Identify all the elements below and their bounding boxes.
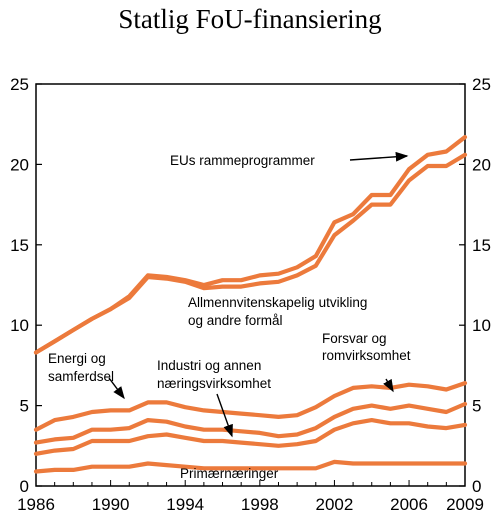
y-tick-label-left: 15: [10, 236, 29, 255]
y-tick-label-right: 20: [472, 155, 491, 174]
y-tick-label-left: 25: [10, 75, 29, 94]
axes: 0 0 5 5 10 10 15 15 20 20 25 25 1986 1990 1994 1998 2002…: [10, 75, 491, 514]
annotation-arrow: [108, 377, 125, 400]
y-tick-label-right: 15: [472, 236, 491, 255]
y-tick-label-right: 0: [472, 477, 481, 496]
plot-frame: [35, 83, 466, 487]
series-line-2: [33, 401, 468, 445]
y-tick-label-right: 10: [472, 316, 491, 335]
annotation-label: Allmennvitenskapelig utvikling: [188, 295, 367, 310]
x-tick-label: 1990: [92, 495, 130, 514]
x-tick-label: 2009: [446, 495, 484, 514]
annotation-label: Primærnæringer: [180, 466, 279, 481]
y-tick-label-right: 5: [472, 397, 481, 416]
y-tick-label-left: 5: [20, 397, 29, 416]
annotation-label: Energi og: [48, 351, 106, 366]
annotation-arrow: [216, 393, 233, 438]
x-tick-label: 1986: [17, 495, 55, 514]
annotation-label: næringsvirksomhet: [157, 376, 271, 391]
x-tick-label: 2006: [390, 495, 428, 514]
annotation-label: og andre formål: [188, 313, 283, 328]
annotation-arrow: [383, 378, 394, 393]
y-tick-label-left: 0: [20, 477, 29, 496]
annotation-label: Industri og annen: [157, 358, 261, 373]
y-tick-label-left: 20: [10, 155, 29, 174]
annotation-label: samferdsel: [48, 369, 114, 384]
x-tick-label: 2002: [316, 495, 354, 514]
annotation-arrow: [349, 151, 409, 162]
series-lines: [33, 135, 468, 474]
y-tick-label-right: 25: [472, 75, 491, 94]
x-tick-label: 1994: [166, 495, 204, 514]
series-line-5: [33, 135, 468, 355]
y-tick-label-left: 10: [10, 316, 29, 335]
annotation-label: EUs rammeprogrammer: [170, 153, 315, 168]
annotation-label: romvirksomhet: [322, 348, 411, 363]
annotation-label: Forsvar og: [322, 331, 387, 346]
series-line-1: [33, 418, 468, 456]
series-line-0: [33, 459, 468, 474]
annotations: EUs rammeprogrammer Allmennvitenskapelig …: [48, 151, 411, 481]
x-tick-label: 1998: [241, 495, 279, 514]
chart-title: Statlig FoU-finansiering: [118, 4, 382, 34]
